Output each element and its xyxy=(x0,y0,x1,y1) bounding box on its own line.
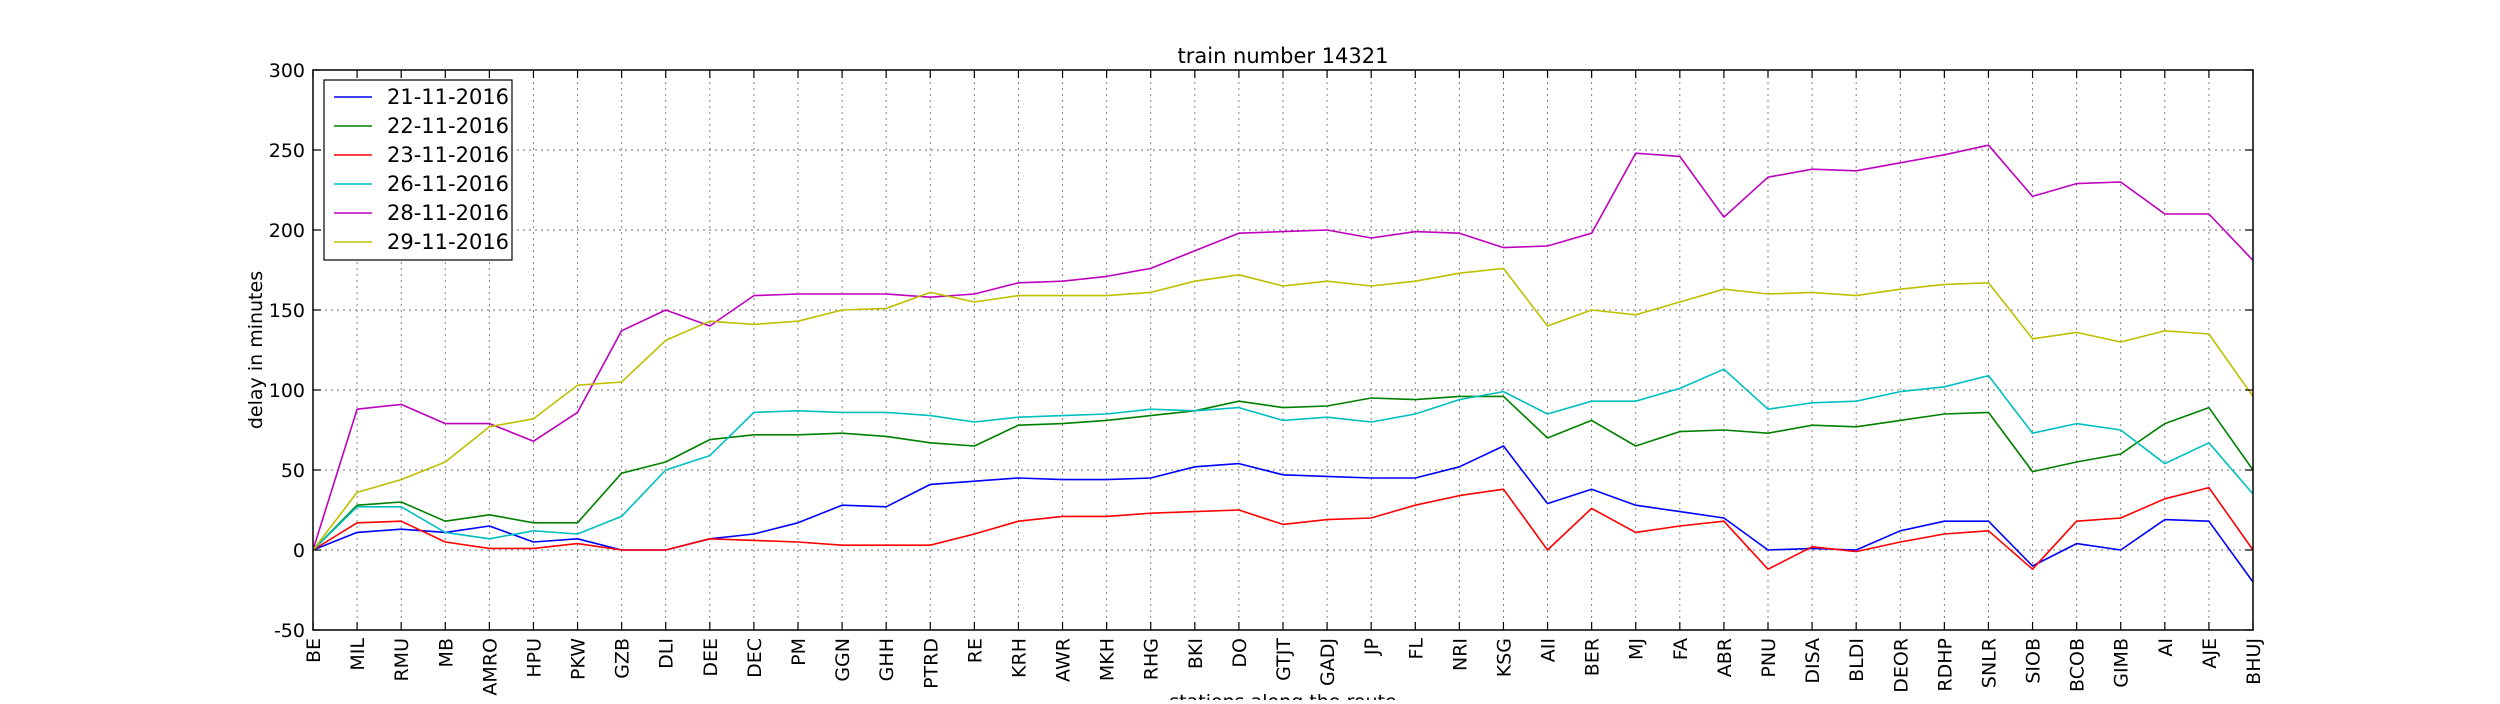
legend-box xyxy=(323,79,513,261)
x-tick-label: PKW xyxy=(568,638,590,680)
y-tick-label: 300 xyxy=(269,60,305,82)
y-tick-label: -50 xyxy=(274,620,305,642)
y-tick-label: 200 xyxy=(269,220,305,242)
y-tick-label: 150 xyxy=(269,300,305,322)
x-tick-label: DO xyxy=(1229,638,1251,668)
x-tick-label: PTRD xyxy=(920,638,942,689)
x-tick-label: NRI xyxy=(1449,638,1471,671)
x-tick-label: SNLR xyxy=(1978,638,2000,688)
y-axis-label: delay in minutes xyxy=(245,271,267,429)
x-tick-label: AMRO xyxy=(479,638,501,696)
legend-label: 29-11-2016 xyxy=(387,230,509,254)
x-axis-label: stations along the route xyxy=(1169,691,1396,700)
legend-label: 23-11-2016 xyxy=(387,143,509,167)
x-tick-label: AWR xyxy=(1053,638,1075,682)
x-tick-label: RHG xyxy=(1141,638,1163,680)
series-line-22-11-2016 xyxy=(312,395,2254,551)
x-tick-label: MB xyxy=(435,638,457,667)
x-tick-label: DEOR xyxy=(1890,638,1912,693)
x-tick-label: GHH xyxy=(876,638,898,681)
x-tick-label: MIL xyxy=(347,638,369,671)
x-tick-label: DEC xyxy=(744,638,766,678)
x-tick-label: PNU xyxy=(1758,638,1780,678)
x-tick-label: BLDI xyxy=(1846,638,1868,682)
x-tick-label: GTJT xyxy=(1273,638,1295,681)
x-tick-label: KSG xyxy=(1493,638,1515,677)
x-tick-label: DEE xyxy=(700,638,722,677)
series-line-26-11-2016 xyxy=(312,368,2254,551)
x-tick-label: GIMB xyxy=(2111,638,2133,688)
legend-label: 22-11-2016 xyxy=(387,114,509,138)
x-tick-label: AI xyxy=(2155,638,2177,657)
x-tick-label: MJ xyxy=(1626,638,1648,660)
series-line-28-11-2016 xyxy=(312,144,2254,551)
legend-label: 28-11-2016 xyxy=(387,201,509,225)
series-line-29-11-2016 xyxy=(312,267,2254,551)
x-tick-label: FA xyxy=(1670,638,1692,660)
x-tick-label: DLI xyxy=(656,638,678,669)
x-tick-label: BER xyxy=(1582,638,1604,676)
x-tick-label: ABR xyxy=(1714,638,1736,677)
x-tick-label: RDHP xyxy=(1934,638,1956,692)
y-tick-label: 100 xyxy=(269,380,305,402)
x-tick-label: FL xyxy=(1405,638,1427,660)
x-tick-label: GGN xyxy=(832,638,854,682)
x-tick-label: BE xyxy=(303,638,325,663)
y-tick-label: 0 xyxy=(293,540,305,562)
x-tick-label: RE xyxy=(964,638,986,663)
y-tick-label: 50 xyxy=(281,460,305,482)
legend: 21-11-2016 22-11-2016 23-11-2016 26-11-2016… xyxy=(323,79,513,261)
legend-label: 26-11-2016 xyxy=(387,172,509,196)
x-tick-label: MKH xyxy=(1097,638,1119,681)
x-tick-label: KRH xyxy=(1008,638,1030,678)
x-tick-label: DISA xyxy=(1802,638,1824,684)
x-tick-label: RMU xyxy=(391,638,413,682)
x-tick-label: BKI xyxy=(1185,638,1207,669)
series-line-23-11-2016 xyxy=(312,486,2254,571)
x-tick-label: HPU xyxy=(523,638,545,678)
x-tick-label: SIOB xyxy=(2023,638,2045,684)
x-tick-label: BHUJ xyxy=(2243,638,2265,685)
x-tick-label: JP xyxy=(1361,638,1383,656)
x-tick-label: PM xyxy=(788,638,810,666)
x-tick-label: BCOB xyxy=(2067,638,2089,692)
legend-label: 21-11-2016 xyxy=(387,85,509,109)
chart-title: train number 14321 xyxy=(1178,44,1389,68)
y-tick-label: 250 xyxy=(269,140,305,162)
x-tick-label: AJE xyxy=(2199,638,2221,669)
x-tick-label: GZB xyxy=(612,638,634,679)
x-tick-label: GADJ xyxy=(1317,638,1339,686)
x-tick-label: AII xyxy=(1538,638,1560,662)
